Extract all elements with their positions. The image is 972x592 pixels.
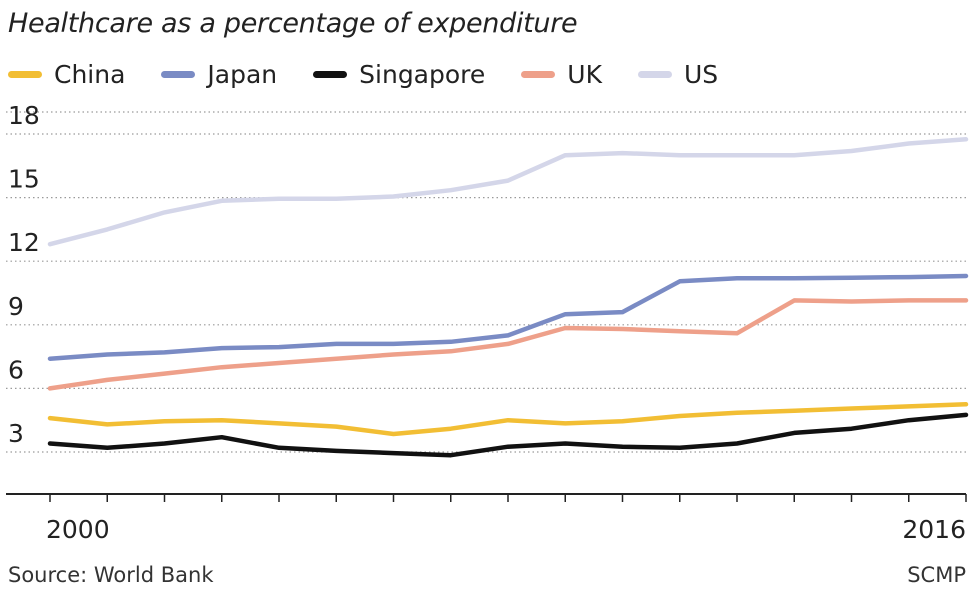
y-tick-label: 18	[8, 101, 40, 130]
y-tick-label: 12	[8, 228, 40, 257]
series-line-japan	[47, 273, 969, 361]
legend-item-singapore: Singapore	[313, 60, 485, 89]
legend-swatch	[521, 71, 556, 78]
series-line-china	[47, 402, 969, 437]
legend-swatch	[8, 71, 42, 78]
series-line-singapore	[47, 412, 969, 458]
legend-item-uk: UK	[521, 60, 602, 89]
credit-label: SCMP	[907, 563, 966, 587]
legend-label: UK	[567, 60, 602, 89]
legend-item-us: US	[637, 60, 719, 89]
legend-item-japan: Japan	[161, 60, 277, 89]
series-line-uk	[47, 298, 969, 391]
legend-swatch	[161, 71, 196, 78]
series-line-us	[47, 137, 969, 247]
x-tick-label: 2016	[902, 515, 966, 544]
legend-label: Japan	[207, 60, 278, 89]
y-tick-label: 3	[8, 419, 24, 448]
legend-label: China	[54, 60, 126, 89]
legend-swatch	[637, 71, 672, 78]
y-tick-label: 6	[8, 355, 24, 384]
legend-label: US	[683, 60, 719, 89]
legend-item-china: China	[8, 60, 125, 89]
legend-label: Singapore	[359, 60, 486, 89]
chart-title: Healthcare as a percentage of expenditur…	[8, 8, 578, 39]
source-note: Source: World Bank	[8, 563, 214, 587]
x-tick-label: 2000	[46, 515, 110, 544]
legend: China Japan Singapore UK US	[8, 60, 754, 89]
legend-swatch	[313, 71, 348, 78]
y-tick-label: 15	[8, 165, 40, 194]
y-tick-label: 9	[8, 292, 24, 321]
